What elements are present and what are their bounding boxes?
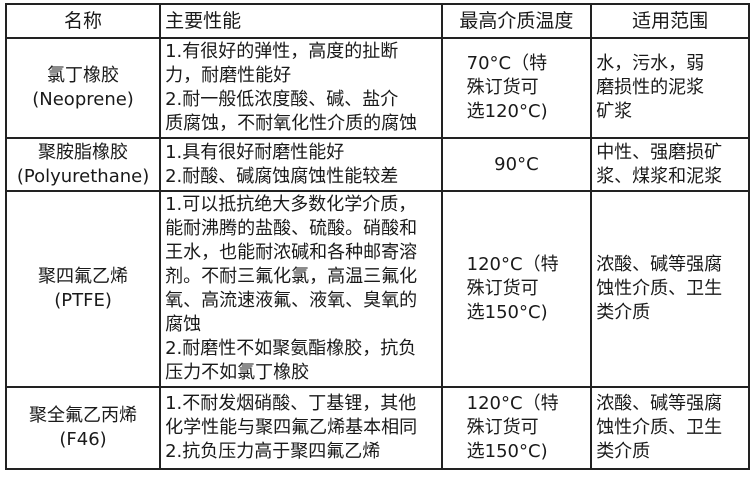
- application-line: 类介质: [596, 302, 651, 323]
- max-temperature-line: 殊订货可: [466, 77, 539, 98]
- performance-cell: 1.有很好的弹性，高度的扯断 力，耐磨性能好 2.耐一般低浓度酸、碱、盐介 质腐蚀，不…: [159, 37, 443, 139]
- material-name-line: (F46): [59, 429, 107, 450]
- application-line: 矿浆: [596, 101, 633, 122]
- max-temperature-line: 120°C（特: [466, 393, 559, 414]
- header-name: 名称: [4, 3, 162, 39]
- material-name-line: 聚全氟乙丙烯: [29, 405, 138, 426]
- performance-line: 1.有很好的弹性，高度的扯断: [165, 41, 399, 62]
- max-temperature-line: 90°C: [494, 153, 539, 175]
- max-temperature-cell: 120°C（特 殊订货可选150°C): [440, 190, 593, 388]
- table-row: 聚胺脂橡胶 (Polyurethane) 1.具有很好耐磨性能好 2.耐酸、碱腐蚀腐蚀…: [4, 137, 750, 192]
- application-line: 水，污水，弱: [596, 53, 705, 74]
- application-line: 类介质: [596, 441, 651, 462]
- material-comparison-table: 名称 主要性能 最高介质温度 适用范围 氯丁橡胶 (Neoprene) 1.有很好的…: [4, 3, 750, 470]
- performance-line: 氧、高流速液氟、液氧、臭氧的: [165, 290, 418, 311]
- header-temperature: 最高介质温度: [440, 3, 593, 39]
- application-cell: 浓酸、碱等强腐 蚀性介质、卫生 类介质: [590, 386, 750, 470]
- material-name-line: (PTFE): [54, 290, 112, 311]
- performance-cell: 1.具有很好耐磨性能好 2.耐酸、碱腐蚀腐蚀性能较差: [159, 137, 443, 192]
- table-row: 氯丁橡胶 (Neoprene) 1.有很好的弹性，高度的扯断 力，耐磨性能好 2.耐一般…: [4, 37, 750, 139]
- performance-line: 2.抗负压力高于聚四氟乙烯: [165, 441, 381, 462]
- material-name-line: 氯丁橡胶: [47, 65, 120, 86]
- application-line: 蚀性介质、卫生: [596, 417, 723, 438]
- max-temperature-cell: 70°C（特 殊订货可选120°C): [440, 37, 593, 139]
- performance-line: 2.耐磨性不如聚氨酯橡胶，抗负: [165, 338, 417, 359]
- performance-line: 腐蚀: [165, 314, 202, 335]
- material-name-line: (Neoprene): [32, 89, 134, 110]
- application-cell: 中性、强磨损矿 浆、煤浆和泥浆: [590, 137, 750, 192]
- max-temperature-line: 选150°C): [466, 302, 548, 323]
- header-row: 名称 主要性能 最高介质温度 适用范围: [4, 3, 750, 39]
- application-line: 浓酸、碱等强腐: [596, 254, 723, 275]
- performance-line: 能耐沸腾的盐酸、硫酸。硝酸和: [165, 218, 418, 239]
- max-temperature-line: 殊订货可: [466, 278, 539, 299]
- performance-line: 质腐蚀，不耐氧化性介质的腐蚀: [165, 113, 418, 134]
- performance-cell: 1.不耐发烟硝酸、丁基锂，其他 化学性能与聚四氟乙烯基本相同 2.抗负压力高于聚四氟…: [159, 386, 443, 470]
- max-temperature-cell: 90°C: [440, 137, 593, 192]
- performance-line: 化学性能与聚四氟乙烯基本相同: [165, 417, 418, 438]
- performance-line: 王水，也能耐浓碱和各种邮寄溶: [165, 242, 418, 263]
- performance-line: 2.耐一般低浓度酸、碱、盐介: [165, 89, 399, 110]
- material-name-cell: 氯丁橡胶 (Neoprene): [4, 37, 162, 139]
- application-line: 磨损性的泥浆: [596, 77, 705, 98]
- performance-cell: 1.可以抵抗绝大多数化学介质， 能耐沸腾的盐酸、硫酸。硝酸和 王水，也能耐浓碱和各种…: [159, 190, 443, 388]
- material-name-line: (Polyurethane): [16, 165, 150, 187]
- material-name-line: 聚四氟乙烯: [38, 266, 129, 287]
- material-name-line: 聚胺脂橡胶: [38, 141, 129, 163]
- max-temperature-line: 70°C（特: [466, 53, 548, 74]
- performance-line: 力，耐磨性能好: [165, 65, 292, 86]
- performance-line: 压力不如氯丁橡胶: [165, 362, 310, 383]
- material-name-cell: 聚四氟乙烯 (PTFE): [4, 190, 162, 388]
- max-temperature-cell: 120°C（特 殊订货可选150°C): [440, 386, 593, 470]
- max-temperature-line: 选120°C): [466, 101, 548, 122]
- application-line: 浆、煤浆和泥浆: [596, 165, 723, 187]
- material-name-cell: 聚全氟乙丙烯 (F46): [4, 386, 162, 470]
- performance-line: 1.具有很好耐磨性能好: [165, 141, 345, 163]
- application-cell: 浓酸、碱等强腐 蚀性介质、卫生 类介质: [590, 190, 750, 388]
- performance-line: 剂。不耐三氟化氯，高温三氟化: [165, 266, 418, 287]
- application-cell: 水，污水，弱 磨损性的泥浆 矿浆: [590, 37, 750, 139]
- max-temperature-line: 殊订货可: [466, 417, 539, 438]
- header-application: 适用范围: [590, 3, 750, 39]
- material-name-cell: 聚胺脂橡胶 (Polyurethane): [4, 137, 162, 192]
- performance-line: 2.耐酸、碱腐蚀腐蚀性能较差: [165, 165, 399, 187]
- header-performance: 主要性能: [159, 3, 443, 39]
- table-row: 聚全氟乙丙烯 (F46) 1.不耐发烟硝酸、丁基锂，其他 化学性能与聚四氟乙烯基本相同…: [4, 386, 750, 470]
- max-temperature-line: 120°C（特: [466, 254, 559, 275]
- performance-line: 1.不耐发烟硝酸、丁基锂，其他: [165, 393, 417, 414]
- application-line: 中性、强磨损矿: [596, 141, 723, 163]
- max-temperature-line: 选150°C): [466, 441, 548, 462]
- application-line: 蚀性介质、卫生: [596, 278, 723, 299]
- table-row: 聚四氟乙烯 (PTFE) 1.可以抵抗绝大多数化学介质， 能耐沸腾的盐酸、硫酸。硝酸和…: [4, 190, 750, 388]
- application-line: 浓酸、碱等强腐: [596, 393, 723, 414]
- performance-line: 1.可以抵抗绝大多数化学介质，: [165, 194, 417, 215]
